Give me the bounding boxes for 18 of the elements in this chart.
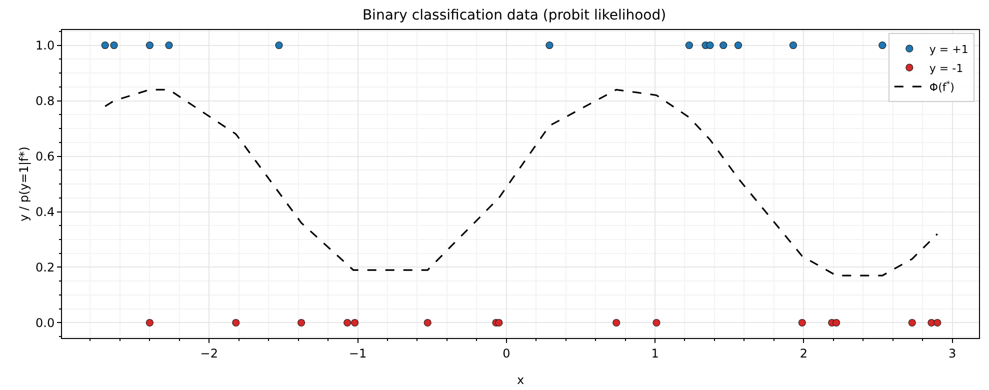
chart-title: Binary classification data (probit likelihood) xyxy=(362,8,666,24)
y-tick-label: 0.6 xyxy=(36,149,55,164)
legend-label: Φ(f$^{*}$) xyxy=(929,79,954,94)
y-tick-label: 1.0 xyxy=(36,38,55,52)
x-tick-label: 0 xyxy=(502,346,510,360)
y-axis-title: y / p(y=1|f*) xyxy=(17,146,31,222)
y-tick-label: 0.4 xyxy=(36,204,55,219)
legend-label: y = +1 xyxy=(929,42,968,56)
y-tick-label: 0.2 xyxy=(36,260,55,274)
x-tick-label: 2 xyxy=(800,346,808,360)
legend-label: y = -1 xyxy=(929,62,964,75)
x-tick-label: −2 xyxy=(200,346,218,360)
x-tick-label: 1 xyxy=(651,346,659,360)
y-tick-label: 0.0 xyxy=(36,316,55,330)
x-tick-label: 3 xyxy=(948,346,956,360)
x-tick-label: −1 xyxy=(348,346,367,360)
y-tick-label: 0.8 xyxy=(36,94,55,108)
x-axis-title: x xyxy=(516,373,524,387)
